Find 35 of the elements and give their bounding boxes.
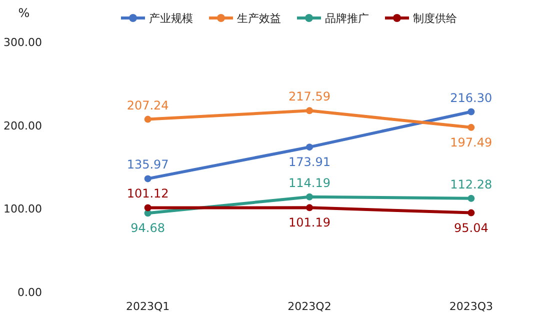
point (306, 193, 313, 200)
y-tick-label: 200.00 (4, 119, 42, 132)
data-label: 114.19 (288, 176, 330, 190)
point (306, 204, 313, 212)
data-label: 173.91 (288, 155, 330, 170)
data-label: 197.49 (450, 135, 492, 150)
point (468, 194, 475, 202)
point (144, 204, 152, 212)
y-tick-label: 300.00 (4, 36, 42, 49)
legend-label: 制度供给 (413, 12, 457, 25)
point (468, 108, 475, 116)
point (468, 124, 475, 131)
x-tick-label: 2023Q1 (126, 300, 170, 313)
legend-label: 品牌推广 (325, 12, 369, 25)
data-label: 217.59 (288, 90, 330, 104)
data-label: 94.68 (130, 221, 166, 236)
data-label: 207.24 (126, 98, 169, 112)
data-label: 135.97 (126, 158, 169, 172)
data-label: 101.12 (126, 186, 169, 201)
x-tick-label: 2023Q3 (449, 300, 493, 313)
point (468, 209, 475, 216)
data-label: 95.04 (454, 220, 488, 235)
y-tick-label: 0.00 (18, 286, 42, 299)
point (306, 107, 313, 114)
data-label: 216.30 (450, 90, 492, 105)
data-label: 112.28 (450, 177, 492, 192)
point (144, 116, 152, 123)
legend-label: 产业规模 (149, 12, 193, 25)
point (144, 175, 152, 182)
legend-label: 生产效益 (237, 12, 281, 25)
data-label: 101.19 (288, 216, 330, 230)
point (306, 144, 313, 151)
y-axis-title: % (18, 6, 30, 20)
y-tick-label: 100.00 (4, 202, 42, 216)
x-tick-label: 2023Q2 (288, 300, 332, 313)
